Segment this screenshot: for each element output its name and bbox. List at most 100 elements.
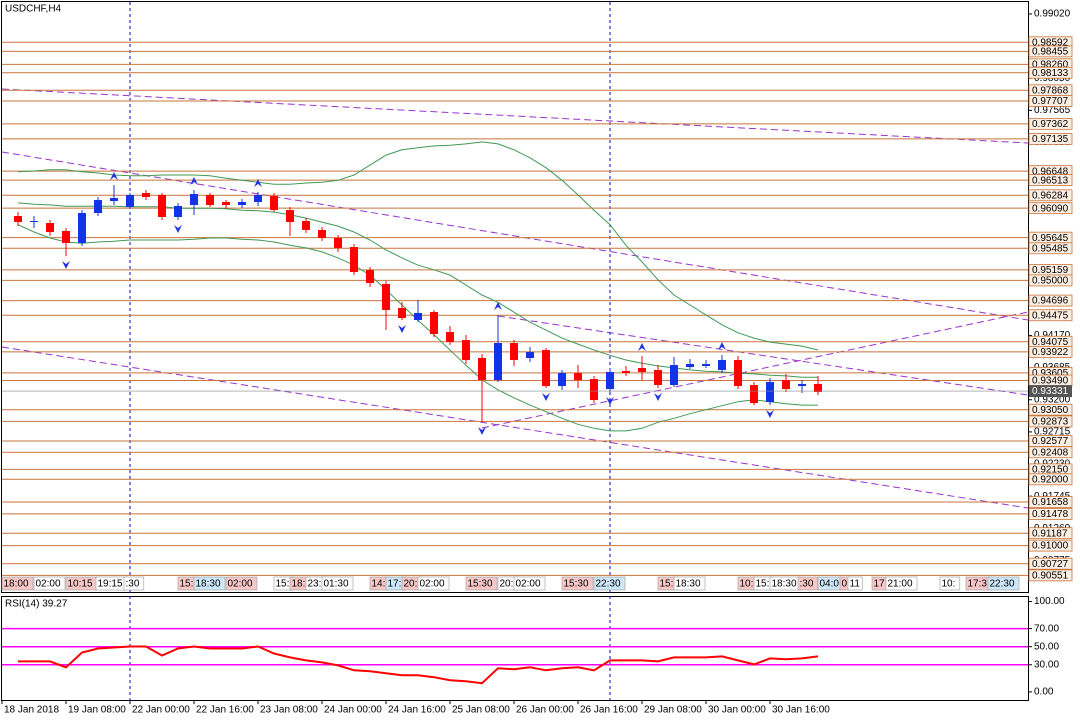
y-tick-label: 0.94170	[1034, 330, 1071, 341]
candle-body	[478, 357, 486, 380]
y-tick-label: 50.00	[1034, 641, 1059, 652]
rsi-line	[18, 645, 819, 685]
session-label: 01:30	[324, 579, 349, 590]
fractal-up	[190, 177, 198, 186]
candle-body	[222, 202, 230, 205]
candle-body	[798, 383, 806, 387]
session-label: 18:00	[4, 579, 29, 590]
session-label: 19:15	[98, 579, 123, 590]
candle-body	[14, 215, 22, 223]
session-box	[417, 576, 450, 591]
level-label: 0.90551	[1032, 571, 1069, 582]
level-label-box	[1028, 117, 1073, 130]
session-label: 20:	[500, 579, 514, 590]
level-label-box	[1028, 242, 1073, 255]
rsi-title: RSI(14) 39.27	[5, 599, 68, 610]
level-label: 0.97868	[1032, 85, 1069, 96]
session-box	[123, 576, 145, 591]
session-box	[1, 576, 34, 591]
session-label: 15:	[180, 579, 194, 590]
fractal-down	[398, 325, 406, 334]
x-tick-label: 30 Jan 16:00	[772, 705, 830, 716]
candle-body	[782, 379, 790, 390]
y-tick-label: 0.92715	[1034, 427, 1071, 438]
y-tick-label: 0.99020	[1034, 9, 1071, 20]
y-tick-label: 100.00	[1034, 596, 1065, 607]
fractal-down	[606, 396, 614, 405]
candle-body	[46, 223, 54, 233]
level-label-box	[1028, 345, 1073, 358]
candle-body	[494, 343, 502, 380]
x-tick-label: 24 Jan 16:00	[388, 705, 446, 716]
candle-body	[718, 359, 726, 370]
session-label: 18:30	[196, 579, 221, 590]
candle-body	[94, 200, 102, 214]
session-label: 02:00	[420, 579, 445, 590]
level-label-box	[1028, 496, 1073, 508]
x-tick-label: 19 Jan 08:00	[68, 705, 126, 716]
level-label: 0.91000	[1032, 541, 1069, 552]
level-label-box	[1028, 95, 1073, 107]
fractal-down	[478, 427, 486, 436]
level-label: 0.95645	[1032, 233, 1069, 244]
candle-body	[62, 230, 70, 243]
bollinger-upper	[17, 141, 819, 351]
session-label: 18:30	[676, 579, 701, 590]
session-label: 0	[842, 579, 848, 590]
fractal-up	[110, 172, 118, 181]
trend-line	[1, 88, 1029, 144]
level-label: 0.97135	[1032, 134, 1069, 145]
candle-body	[350, 247, 358, 273]
candle-body	[574, 373, 582, 380]
candle-body	[110, 198, 118, 202]
candle-body	[670, 365, 678, 386]
level-label: 0.97362	[1032, 119, 1069, 130]
candle-body	[814, 383, 822, 392]
x-tick-label: 26 Jan 00:00	[516, 705, 574, 716]
fractal-up	[638, 343, 646, 351]
level-label: 0.98133	[1032, 68, 1069, 79]
level-label: 0.95485	[1032, 243, 1069, 254]
candle-body	[366, 270, 374, 284]
level-label-box	[1028, 66, 1073, 79]
x-tick-label: 26 Jan 16:00	[580, 705, 638, 716]
last-price-label: 0.93331	[1032, 386, 1069, 397]
fractal-up	[718, 342, 726, 351]
candle-body	[190, 193, 198, 205]
candle-body	[206, 194, 214, 205]
level-label: 0.98592	[1032, 37, 1069, 48]
session-label: 17	[874, 579, 886, 590]
x-tick-label: 30 Jan 00:00	[708, 705, 766, 716]
session-label: 04:0	[820, 579, 840, 590]
level-label: 0.92873	[1032, 417, 1069, 428]
last-price-box	[1029, 385, 1072, 398]
trend-line	[1, 346, 1029, 509]
level-label: 0.91478	[1032, 509, 1069, 520]
fractal-down	[174, 225, 182, 234]
level-label: 0.96090	[1032, 203, 1069, 214]
candle-body	[430, 311, 438, 334]
session-box	[939, 576, 961, 591]
level-label: 0.96513	[1032, 175, 1069, 186]
session-label: 15:	[660, 579, 674, 590]
session-label: 02:00	[36, 579, 61, 590]
session-box	[593, 576, 626, 591]
fractal-down	[542, 393, 550, 402]
chart-title: USDCHF,H4	[5, 4, 62, 15]
session-label: 10:	[942, 579, 956, 590]
level-label: 0.93050	[1032, 405, 1069, 416]
candle-body	[654, 369, 662, 386]
level-label: 0.95159	[1032, 265, 1069, 276]
x-tick-label: 22 Jan 16:00	[196, 705, 254, 716]
session-box	[513, 576, 546, 591]
level-label-box	[1028, 274, 1073, 287]
drawings	[1, 2, 1029, 700]
session-label: 02:00	[516, 579, 541, 590]
session-label: 14:	[372, 579, 386, 590]
fractal-down	[766, 409, 774, 418]
level-label: 0.90727	[1032, 559, 1069, 570]
level-label-box	[1028, 403, 1073, 416]
level-label-box	[1028, 189, 1073, 202]
